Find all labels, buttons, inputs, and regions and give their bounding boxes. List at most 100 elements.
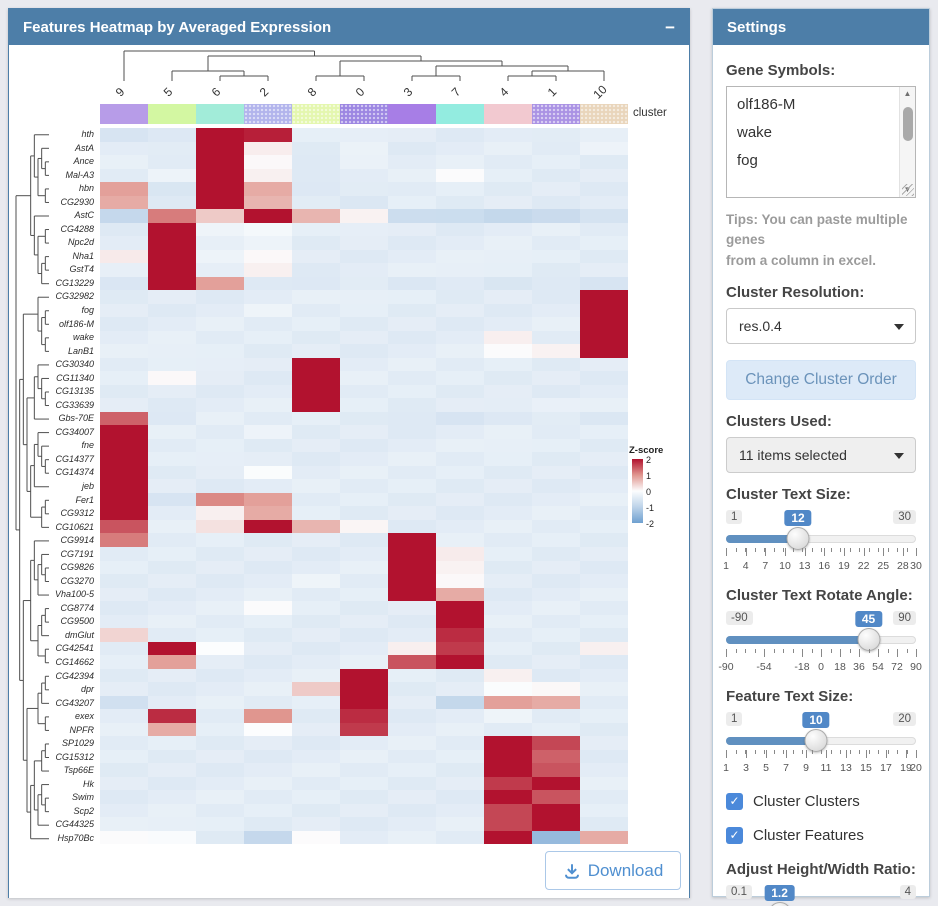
heatmap-cell xyxy=(484,628,532,642)
heatmap-cell xyxy=(388,317,436,331)
heatmap-cell xyxy=(580,803,628,818)
slider-handle[interactable] xyxy=(804,728,828,752)
heatmap-cell xyxy=(532,303,580,318)
heatmap-cell xyxy=(148,263,196,277)
heatmap-cell xyxy=(388,155,436,169)
slider-tick xyxy=(792,749,794,754)
heatmap-cell xyxy=(196,236,244,250)
heatmap-cell xyxy=(388,276,436,291)
heatmap-cell xyxy=(532,128,580,142)
heatmap-cell xyxy=(148,195,196,210)
heatmap-cell xyxy=(436,479,484,493)
heatmap-cell xyxy=(100,276,148,291)
heatmap-cell xyxy=(532,682,580,696)
cluster-text-rotate-angle-slider[interactable]: -90 90 45 -90 -54 -18 0 18 36 54 72 90 xyxy=(718,610,922,675)
gene-label: AstC xyxy=(74,210,94,221)
feature-text-size-slider[interactable]: 1 20 10 1 3 5 7 9 11 13 15 17 19 20 xyxy=(723,711,922,776)
heatmap-cell xyxy=(292,330,340,345)
heatmap-cell xyxy=(244,506,292,520)
cluster-resolution-select[interactable]: res.0.4 xyxy=(726,307,916,344)
slider-tick xyxy=(849,648,851,653)
slider-min-label: 1 xyxy=(726,509,743,524)
gene-label: fne xyxy=(81,440,94,451)
resize-grip-icon[interactable] xyxy=(902,184,914,196)
heatmap-cell xyxy=(292,195,340,210)
slider-scale-label: 3 xyxy=(743,761,749,774)
slider-handle[interactable] xyxy=(768,901,792,906)
heatmap-cell xyxy=(388,438,436,453)
heatmap-cell xyxy=(484,317,532,331)
cluster-number-label: 1 xyxy=(544,84,560,100)
heatmap-cell xyxy=(484,371,532,385)
heatmap-cell xyxy=(340,222,388,237)
cluster-number-label: 0 xyxy=(352,84,368,100)
cluster-text-size-slider[interactable]: 1 30 12 1 4 7 10 13 16 19 22 25 28 30 xyxy=(723,509,922,574)
heatmap-cell xyxy=(580,587,628,602)
heatmap-cell xyxy=(340,506,388,520)
heatmap-cell xyxy=(148,371,196,385)
heatmap-cell xyxy=(244,479,292,493)
scrollbar-track[interactable] xyxy=(900,101,915,183)
gene-label: CG43207 xyxy=(55,697,94,708)
heatmap-cell xyxy=(340,303,388,318)
heatmap-cell xyxy=(340,519,388,534)
heatmap-cell xyxy=(244,411,292,426)
scrollbar-thumb[interactable] xyxy=(902,107,913,141)
heatmap-cell xyxy=(196,682,244,696)
slider-scale-label: 20 xyxy=(910,761,922,774)
heatmap-cell xyxy=(580,209,628,223)
heatmap-cell xyxy=(292,722,340,737)
heatmap-cell xyxy=(244,763,292,777)
heatmap-cell xyxy=(340,236,388,250)
slider-tick xyxy=(802,749,803,754)
heatmap-cell xyxy=(436,236,484,250)
slider-value-badge: 12 xyxy=(784,509,812,526)
slider-handle[interactable] xyxy=(857,627,880,651)
heatmap-cell xyxy=(580,357,628,372)
gene-symbols-input[interactable]: olf186-M wake fog ▲ ▼ xyxy=(726,86,916,198)
cluster-clusters-checkbox[interactable]: ✓ xyxy=(726,792,743,810)
heatmap-cell xyxy=(244,574,292,588)
heatmap-cell xyxy=(484,709,532,723)
gene-label: CG2930 xyxy=(60,196,94,207)
heatmap-cell xyxy=(244,317,292,331)
heatmap-cell xyxy=(532,398,580,412)
heatmap-cell xyxy=(244,452,292,466)
textarea-scrollbar[interactable]: ▲ ▼ xyxy=(899,87,915,197)
heatmap-cell xyxy=(580,830,628,845)
clusters-used-select[interactable]: 11 items selected xyxy=(726,436,916,473)
heatmap-cell xyxy=(436,614,484,629)
heatmap-cell xyxy=(100,614,148,629)
heatmap-cell xyxy=(532,438,580,453)
heatmap-cell xyxy=(580,682,628,696)
heatmap-cell xyxy=(148,344,196,358)
scroll-up-icon[interactable]: ▲ xyxy=(903,89,912,98)
heatmap-cell xyxy=(388,614,436,629)
heatmap-cell xyxy=(580,155,628,169)
heatmap-cell xyxy=(532,506,580,520)
heatmap-cell xyxy=(244,749,292,764)
heatmap-cell xyxy=(484,492,532,507)
heatmap-cell xyxy=(340,587,388,602)
cluster-band-label: cluster xyxy=(633,107,667,119)
heatmap-cell xyxy=(580,141,628,156)
gene-label: CG14662 xyxy=(55,656,94,667)
heatmap-cell xyxy=(484,195,532,210)
cluster-number-label: 10 xyxy=(590,82,610,102)
heatmap-cell xyxy=(436,452,484,466)
heatmap-cell xyxy=(436,438,484,453)
height-width-ratio-slider[interactable]: 0.141.20.10.50.91.31.72.12.52.93.33.74 xyxy=(726,884,916,906)
cluster-features-checkbox[interactable]: ✓ xyxy=(726,826,743,844)
heatmap-cell xyxy=(196,222,244,237)
heatmap-cell xyxy=(196,749,244,764)
slider-handle[interactable] xyxy=(786,526,810,550)
change-cluster-order-button[interactable]: Change Cluster Order xyxy=(726,359,916,400)
slider-major-tick xyxy=(726,547,727,556)
heatmap-cell xyxy=(148,398,196,412)
heatmap-cell xyxy=(196,371,244,385)
minimize-icon[interactable]: − xyxy=(665,17,675,37)
download-button[interactable]: Download xyxy=(545,851,681,890)
heatmap-cell xyxy=(244,398,292,412)
heatmap-cell xyxy=(436,465,484,480)
heatmap-cell xyxy=(580,492,628,507)
